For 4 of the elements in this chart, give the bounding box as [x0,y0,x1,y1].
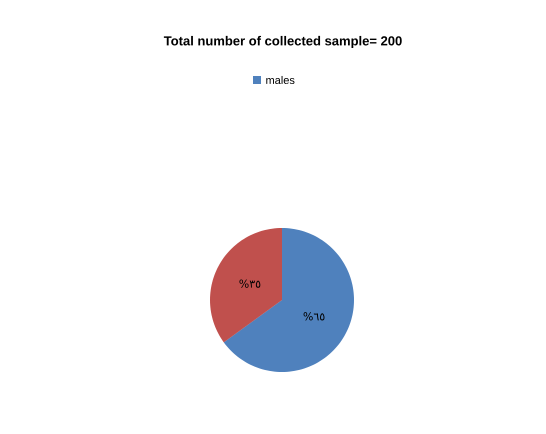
chart-title: Total number of collected sample= 200 [164,36,402,48]
legend-label: males [266,76,294,84]
data-label: %٣٥ [239,280,260,288]
data-label: %٦٥ [304,312,324,320]
